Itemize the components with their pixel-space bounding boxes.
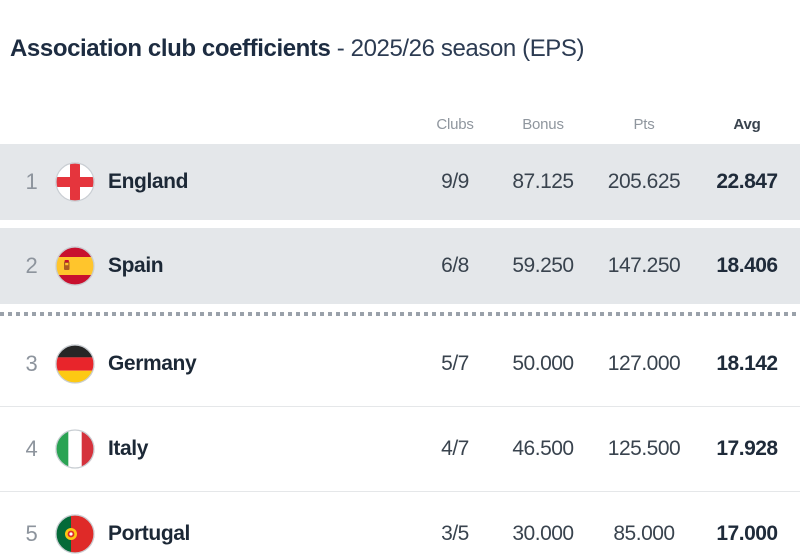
portugal-flag-icon	[55, 514, 95, 554]
team-cell: Germany	[55, 344, 405, 384]
column-header-clubs[interactable]: Clubs	[436, 116, 474, 133]
rank-cell: 3	[25, 351, 38, 376]
coefficients-table: Clubs Bonus Pts Avg 1 England 9	[0, 64, 800, 555]
table-row-england[interactable]: 1 England 9/9 87.125 205.625 22.847	[0, 144, 800, 220]
country-name: England	[108, 170, 189, 193]
avg-cell: 17.000	[716, 522, 778, 545]
team-cell: Portugal	[55, 514, 405, 554]
table-row-spain[interactable]: 2 Spain 6/8 59.250 1	[0, 228, 800, 304]
bonus-cell: 87.125	[512, 170, 574, 193]
clubs-cell: 9/9	[441, 170, 469, 193]
country-name: Italy	[108, 437, 149, 460]
avg-cell: 18.406	[716, 254, 778, 277]
column-header-bonus[interactable]: Bonus	[522, 116, 564, 133]
pts-cell: 85.000	[613, 522, 675, 545]
rank-cell: 2	[25, 253, 38, 278]
page-title-main: Association club coefficients	[10, 35, 331, 62]
avg-cell: 22.847	[716, 170, 778, 193]
table-row-germany[interactable]: 3 Germany 5/7 50.000 127.000 18.142	[0, 322, 800, 407]
bonus-cell: 59.250	[512, 254, 574, 277]
country-name: Portugal	[108, 522, 190, 545]
pts-cell: 127.000	[607, 352, 681, 375]
bonus-cell: 50.000	[512, 352, 574, 375]
bonus-cell: 46.500	[512, 437, 574, 460]
rank-cell: 1	[25, 169, 38, 194]
table-row-italy[interactable]: 4 Italy 4/7 46.500 125.500 17.928	[0, 407, 800, 492]
clubs-cell: 3/5	[441, 522, 469, 545]
germany-flag-icon	[55, 344, 95, 384]
rank-cell: 4	[25, 436, 38, 461]
pts-cell: 205.625	[607, 170, 681, 193]
page-title-season: - 2025/26 season (EPS)	[336, 35, 585, 62]
clubs-cell: 5/7	[441, 352, 469, 375]
rank-cell: 5	[25, 521, 38, 546]
country-name: Spain	[108, 254, 164, 277]
country-name: Germany	[108, 352, 197, 375]
avg-cell: 18.142	[716, 352, 778, 375]
bonus-cell: 30.000	[512, 522, 574, 545]
column-header-avg[interactable]: Avg	[733, 116, 761, 133]
pts-cell: 147.250	[607, 254, 681, 277]
clubs-cell: 4/7	[441, 437, 469, 460]
table-row-portugal[interactable]: 5 Portugal 3/5 30.000 85.000	[0, 492, 800, 555]
column-headers: Clubs Bonus Pts Avg	[0, 64, 800, 144]
england-flag-icon	[55, 162, 95, 202]
team-cell: England	[55, 162, 405, 202]
pts-cell: 125.500	[607, 437, 681, 460]
avg-cell: 17.928	[716, 437, 778, 460]
page-title: Association club coefficients - 2025/26 …	[10, 34, 800, 64]
team-cell: Italy	[55, 429, 405, 469]
clubs-cell: 6/8	[441, 254, 469, 277]
team-cell: Spain	[55, 246, 405, 286]
italy-flag-icon	[55, 429, 95, 469]
spain-flag-icon	[55, 246, 95, 286]
qualification-cutoff-separator	[0, 312, 800, 316]
column-header-pts[interactable]: Pts	[633, 116, 655, 133]
